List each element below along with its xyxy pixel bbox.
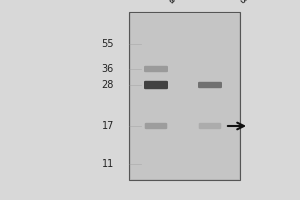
FancyBboxPatch shape <box>199 123 221 129</box>
FancyBboxPatch shape <box>130 13 238 179</box>
Text: 17: 17 <box>102 121 114 131</box>
Text: 36: 36 <box>102 64 114 74</box>
Text: Hela: Hela <box>156 0 177 6</box>
Text: mNIH-3T3: mNIH-3T3 <box>210 0 248 6</box>
FancyBboxPatch shape <box>145 123 167 129</box>
Text: 55: 55 <box>101 39 114 49</box>
FancyBboxPatch shape <box>144 66 168 72</box>
FancyBboxPatch shape <box>129 12 240 180</box>
FancyBboxPatch shape <box>144 81 168 89</box>
Text: 28: 28 <box>102 80 114 90</box>
FancyBboxPatch shape <box>198 82 222 88</box>
Text: 11: 11 <box>102 159 114 169</box>
